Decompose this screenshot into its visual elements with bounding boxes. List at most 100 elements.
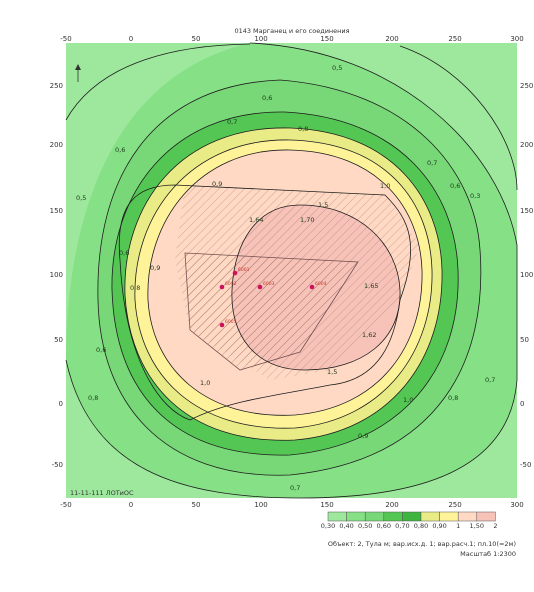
legend-value: 2 bbox=[493, 522, 497, 530]
contour-label: 0,9 bbox=[358, 432, 368, 440]
x-tick-bottom: 300 bbox=[510, 501, 523, 509]
y-tick-right: 250 bbox=[520, 82, 533, 90]
x-tick-bottom: 250 bbox=[448, 501, 461, 509]
contour-label: 0,3 bbox=[470, 192, 480, 200]
scale-text: Масштаб 1:2300 bbox=[460, 550, 516, 558]
legend-swatch bbox=[457, 511, 478, 522]
x-tick-top: 200 bbox=[385, 35, 398, 43]
source-markers: 6001 6002 6003 6004 6005 bbox=[219, 267, 327, 328]
contour-label: 1,5 bbox=[327, 368, 337, 376]
contour-line-1-0 bbox=[134, 139, 433, 429]
legend-value: 0,80 bbox=[414, 522, 428, 530]
contour-line-1-5 bbox=[147, 149, 423, 416]
x-tick-top: -50 bbox=[60, 35, 71, 43]
contour-label: 1,0 bbox=[380, 182, 390, 190]
contour-label: 0,8 bbox=[130, 284, 140, 292]
contour-label: 0,7 bbox=[227, 118, 237, 126]
source-point bbox=[219, 322, 225, 328]
x-tick-bottom: 50 bbox=[192, 501, 201, 509]
x-tick-bottom: 150 bbox=[320, 501, 333, 509]
contour-label: 0,7 bbox=[427, 159, 437, 167]
contour-label: 0,7 bbox=[485, 376, 495, 384]
legend-value: 1 bbox=[456, 522, 460, 530]
contour-line-0-6 bbox=[65, 42, 518, 499]
contour-label: 0,5 bbox=[332, 64, 342, 72]
map-title: 0143 Марганец и его соединения bbox=[234, 27, 349, 35]
y-tick-right: 100 bbox=[520, 271, 533, 279]
contour-label: 1,65 bbox=[364, 282, 378, 290]
y-tick-left: 150 bbox=[50, 207, 63, 215]
x-tick-top: 50 bbox=[192, 35, 201, 43]
contour-label: 0,5 bbox=[76, 194, 86, 202]
source-point bbox=[257, 284, 263, 290]
legend-swatch bbox=[402, 511, 422, 522]
source-label: 6002 bbox=[225, 281, 237, 287]
source-label: 6001 bbox=[238, 267, 250, 273]
hatched-zone-industrial bbox=[184, 252, 359, 371]
legend-value: 0,70 bbox=[395, 522, 409, 530]
contour-lines bbox=[65, 42, 518, 499]
legend-scale: 0,30 0,40 0,50 0,60 0,70 0,80 0,90 1 1,50 2 bbox=[321, 511, 497, 530]
legend-swatch bbox=[327, 511, 347, 522]
x-tick-bottom: -50 bbox=[60, 501, 71, 509]
source-point bbox=[232, 270, 238, 276]
legend-value: 0,60 bbox=[377, 522, 391, 530]
contour-label: 0,7 bbox=[290, 484, 300, 492]
x-tick-bottom: 200 bbox=[385, 501, 398, 509]
stamp-text: 11-11-111 ЛОТиОС bbox=[70, 489, 134, 497]
contour-label: 0,6 bbox=[262, 94, 272, 102]
contour-label: 0,6 bbox=[119, 249, 129, 257]
contour-label: 0,6 bbox=[96, 346, 106, 354]
x-tick-top: 100 bbox=[254, 35, 267, 43]
legend-swatch bbox=[420, 511, 440, 522]
y-tick-left: 200 bbox=[50, 141, 63, 149]
contour-label: 0,9 bbox=[150, 264, 160, 272]
y-tick-right: 50 bbox=[520, 336, 529, 344]
source-point bbox=[219, 284, 225, 290]
y-tick-right: -50 bbox=[520, 461, 531, 469]
contour-label: 1,64 bbox=[249, 216, 263, 224]
legend-value: 0,90 bbox=[432, 522, 446, 530]
x-tick-top: 150 bbox=[320, 35, 333, 43]
contour-label: 0,8 bbox=[88, 394, 98, 402]
contour-label-group: 0,5 0,6 0,7 0,8 0,9 1,0 1,5 1,64 1,70 1,… bbox=[76, 64, 495, 492]
x-tick-bottom: 100 bbox=[254, 501, 267, 509]
contour-label: 0,8 bbox=[448, 394, 458, 402]
y-tick-right: 0 bbox=[520, 400, 524, 408]
legend-swatch bbox=[364, 511, 385, 522]
source-label: 6003 bbox=[263, 281, 275, 287]
y-tick-left: 250 bbox=[50, 82, 63, 90]
contour-label: 0,6 bbox=[115, 146, 125, 154]
contour-label: 0,6 bbox=[450, 182, 460, 190]
y-tick-left: -50 bbox=[52, 461, 63, 469]
y-tick-left: 0 bbox=[59, 400, 63, 408]
legend-value: 1,50 bbox=[470, 522, 484, 530]
legend-value: 0,30 bbox=[321, 522, 335, 530]
contour-label: 1,0 bbox=[403, 396, 413, 404]
legend-swatch bbox=[346, 511, 366, 522]
contour-line-outer-dark bbox=[118, 184, 412, 421]
contour-line-1-62 bbox=[231, 204, 401, 371]
contour-line-0-5-right bbox=[399, 45, 518, 191]
contour-label: 0,9 bbox=[212, 180, 222, 188]
contour-line-0-5 bbox=[65, 43, 251, 121]
north-arrow-icon bbox=[75, 64, 81, 82]
source-label: 6005 bbox=[225, 319, 237, 325]
y-tick-right: 150 bbox=[520, 207, 533, 215]
contour-label: 1,62 bbox=[362, 331, 376, 339]
contour-line-0-9 bbox=[124, 127, 443, 441]
y-tick-right: 200 bbox=[520, 141, 533, 149]
contour-label: 0,8 bbox=[298, 125, 308, 133]
x-tick-top: 300 bbox=[510, 35, 523, 43]
y-tick-left: 100 bbox=[50, 271, 63, 279]
contour-line-0-7 bbox=[97, 79, 482, 476]
legend-value: 0,40 bbox=[339, 522, 353, 530]
axis-ticks: -50 0 50 100 150 200 250 300 -50 0 50 100 150 200 250 3… bbox=[50, 35, 534, 509]
legend-swatch bbox=[476, 511, 496, 522]
contour-label: 1,5 bbox=[318, 201, 328, 209]
legend-swatch bbox=[383, 511, 403, 522]
x-tick-top: 0 bbox=[129, 35, 133, 43]
source-label: 6004 bbox=[315, 281, 327, 287]
contour-label: 1,70 bbox=[300, 216, 314, 224]
